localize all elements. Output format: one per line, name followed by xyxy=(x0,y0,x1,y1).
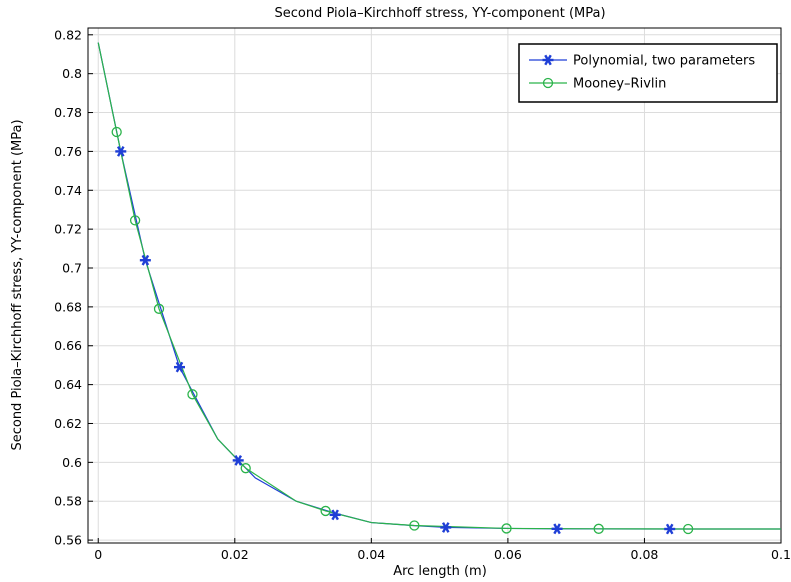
y-axis-ticks: 0.56 0.58 0.6 0.62 0.64 0.66 0.68 0.7 0.72 0.74 0.… xyxy=(54,27,93,548)
series-1-point xyxy=(593,523,604,534)
legend-label: Mooney–Rivlin xyxy=(573,77,666,92)
y-axis-label: Second Piola–Kirchhoff stress, YY-compon… xyxy=(10,119,25,450)
series-0-point xyxy=(173,361,185,373)
plot-frame xyxy=(87,27,782,544)
y-tick-label: 0.62 xyxy=(54,416,82,431)
series-1-point xyxy=(111,126,122,138)
legend-marker xyxy=(542,54,554,66)
series-1-point xyxy=(409,520,420,531)
series-line-0 xyxy=(97,42,781,530)
y-tick-label: 0.7 xyxy=(62,261,82,276)
series-1-point xyxy=(129,215,141,226)
y-tick-label: 0.68 xyxy=(54,299,82,314)
series-line-1 xyxy=(97,42,781,530)
series-layer xyxy=(97,42,781,535)
legend-label: Polynomial, two parameters xyxy=(573,54,755,69)
x-tick-label: 0.08 xyxy=(631,547,659,562)
series-0-point xyxy=(232,455,244,466)
y-tick-label: 0.66 xyxy=(54,338,82,353)
y-tick-label: 0.76 xyxy=(54,144,82,159)
legend-box xyxy=(518,43,778,103)
x-tick-label: 0.1 xyxy=(771,547,791,562)
y-tick-label: 0.6 xyxy=(62,455,82,470)
y-tick-label: 0.82 xyxy=(54,27,82,42)
series-0-point xyxy=(329,509,341,521)
series-0-point xyxy=(664,523,676,535)
x-tick-label: 0.02 xyxy=(221,547,249,562)
x-tick-label: 0 xyxy=(94,547,102,562)
y-tick-label: 0.72 xyxy=(54,222,82,237)
series-1-point xyxy=(682,523,694,535)
y-tick-label: 0.74 xyxy=(54,183,82,198)
y-tick-label: 0.8 xyxy=(62,66,82,81)
series-1-point xyxy=(240,463,251,474)
series-1-point xyxy=(320,505,331,517)
legend: Polynomial, two parameters Mooney–Rivlin xyxy=(518,43,778,103)
x-tick-label: 0.06 xyxy=(494,547,522,562)
x-axis-label: Arc length (m) xyxy=(393,564,487,579)
y-tick-label: 0.78 xyxy=(54,105,82,120)
series-1-point xyxy=(501,523,512,534)
chart-title: Second Piola–Kirchhoff stress, YY-compon… xyxy=(274,6,605,21)
legend-marker xyxy=(542,77,554,89)
y-tick-label: 0.58 xyxy=(54,494,82,509)
x-tick-label: 0.04 xyxy=(357,547,385,562)
x-axis-ticks: 0 0.02 0.04 0.06 0.08 0.1 xyxy=(94,538,791,562)
legend-items: Polynomial, two parameters Mooney–Rivlin xyxy=(529,54,755,92)
y-tick-label: 0.64 xyxy=(54,377,82,392)
y-tick-label: 0.56 xyxy=(54,533,82,548)
series-1-point xyxy=(153,303,165,314)
series-0-point xyxy=(440,522,452,533)
series-0-point xyxy=(551,523,563,535)
series-0-point xyxy=(139,254,151,266)
series-1-point xyxy=(187,389,198,400)
series-0-point xyxy=(115,146,127,157)
grid xyxy=(88,28,782,543)
